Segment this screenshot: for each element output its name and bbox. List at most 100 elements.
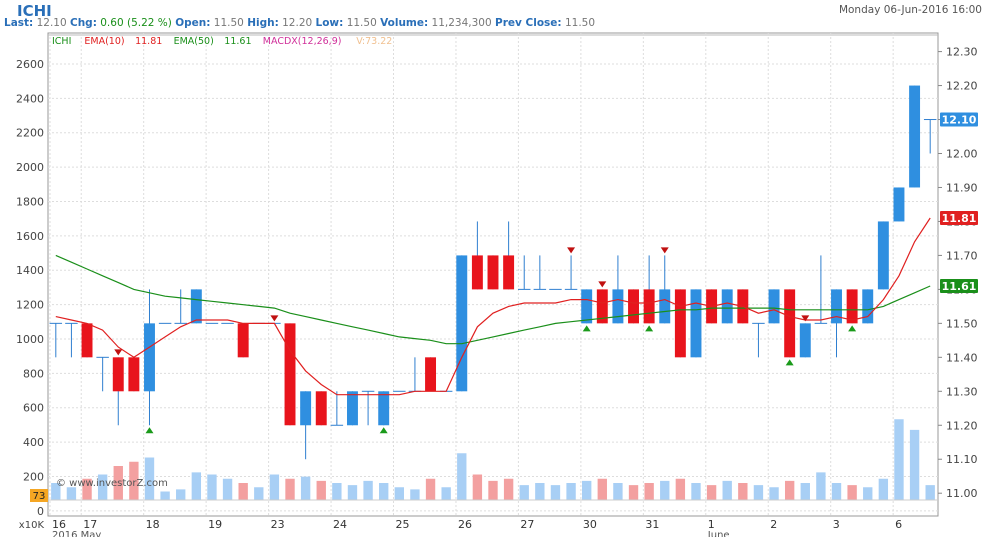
legend-item: 11.61 xyxy=(224,36,251,47)
volume-label: Volume: xyxy=(380,17,429,29)
price-bar xyxy=(503,255,515,290)
left-axis-tick-label: 2000 xyxy=(16,161,44,174)
legend-item: MACDX(12,26,9) xyxy=(263,36,342,47)
volume-bar xyxy=(472,474,483,500)
x-axis-tick-label: 19 xyxy=(208,518,222,531)
price-bar xyxy=(315,391,327,426)
volume-bar xyxy=(613,483,623,500)
x-axis-tick-label: 31 xyxy=(645,518,659,531)
volume-value: 11,234,300 xyxy=(431,17,492,29)
x-axis-tick-label: 25 xyxy=(396,518,410,531)
left-axis-tick-label: 2600 xyxy=(16,58,44,71)
sell-signal-marker xyxy=(270,315,279,322)
volume-bar xyxy=(410,489,420,500)
volume-bar xyxy=(535,483,545,500)
last-label: Last: xyxy=(4,17,34,29)
volume-bar xyxy=(660,480,670,500)
price-bar xyxy=(628,289,639,324)
volume-bar xyxy=(691,483,701,500)
price-bar xyxy=(596,289,608,324)
left-axis-tick-label: 1400 xyxy=(16,264,44,277)
price-label-text: 12.10 xyxy=(942,114,977,127)
right-axis-tick-label: 11.70 xyxy=(946,249,978,262)
right-axis-tick-label: 11.00 xyxy=(946,487,978,500)
volume-bar xyxy=(863,487,873,500)
volume-bar xyxy=(847,485,857,500)
price-bar xyxy=(378,391,390,426)
chart-datetime: Monday 06-Jun-2016 16:00 xyxy=(838,4,982,16)
volume-bar xyxy=(363,480,373,500)
price-bar xyxy=(112,357,124,392)
month-label: 2016 May xyxy=(52,530,101,537)
volume-bar xyxy=(566,483,576,500)
price-bar xyxy=(300,391,312,426)
price-bar xyxy=(237,323,249,358)
ema50-line xyxy=(55,254,931,345)
legend-item: EMA(50) xyxy=(174,36,214,47)
x-axis-tick-label: 1 xyxy=(708,518,715,531)
price-bar xyxy=(612,289,624,324)
price-bar xyxy=(893,187,905,222)
volume-unit-label: x10K xyxy=(19,520,45,531)
high-value: 12.20 xyxy=(282,17,313,29)
volume-bar xyxy=(644,483,654,500)
price-bar xyxy=(862,289,874,324)
x-axis-tick-label: 30 xyxy=(583,518,597,531)
x-axis-tick-label: 24 xyxy=(333,518,347,531)
chg-label: Chg: xyxy=(70,17,97,29)
price-bar xyxy=(831,289,842,324)
right-axis-tick-label: 11.50 xyxy=(946,317,978,330)
volume-bar xyxy=(191,472,202,500)
volume-bar xyxy=(66,487,77,500)
left-axis-tick-label: 1000 xyxy=(16,333,44,346)
low-value: 11.50 xyxy=(346,17,377,29)
volume-bar xyxy=(51,483,61,500)
volume-bar xyxy=(254,487,264,500)
buy-signal-marker xyxy=(582,325,591,332)
price-bar xyxy=(144,323,155,392)
left-axis-tick-label: 0 xyxy=(37,505,44,518)
price-bar xyxy=(799,323,811,358)
volume-bar xyxy=(82,478,92,500)
volume-bar xyxy=(675,478,686,500)
volume-bar xyxy=(925,485,935,500)
price-bar xyxy=(81,323,93,358)
legend-item: V:73.22 xyxy=(356,36,392,47)
right-axis-tick-label: 11.30 xyxy=(946,385,978,398)
sell-signal-marker xyxy=(660,247,669,254)
volume-bar xyxy=(160,491,170,500)
price-bar xyxy=(643,289,655,324)
price-bar xyxy=(784,289,796,358)
volume-marker-text: 73 xyxy=(33,491,46,502)
x-axis-tick-label: 3 xyxy=(833,518,840,531)
volume-bar xyxy=(769,487,779,500)
volume-bar xyxy=(176,489,186,500)
price-bar xyxy=(425,357,437,392)
x-axis-tick-label: 23 xyxy=(271,518,285,531)
price-label-box xyxy=(940,112,978,127)
legend-item: EMA(10) xyxy=(84,36,124,47)
buy-signal-marker xyxy=(145,427,154,434)
volume-bar xyxy=(909,429,920,500)
sell-signal-marker xyxy=(801,315,810,322)
volume-bar xyxy=(706,485,717,500)
buy-signal-marker xyxy=(379,427,388,434)
volume-bar xyxy=(738,483,748,500)
volume-bar xyxy=(269,474,280,500)
high-label: High: xyxy=(247,17,279,29)
price-label-box xyxy=(940,211,978,226)
price-bar xyxy=(659,289,671,324)
left-axis-tick-label: 200 xyxy=(23,470,44,483)
price-label-text: 11.61 xyxy=(942,280,977,293)
sell-signal-marker xyxy=(567,247,576,254)
volume-bar xyxy=(582,480,592,500)
price-bar xyxy=(768,289,780,324)
volume-bar xyxy=(519,485,529,500)
volume-bar xyxy=(816,472,826,500)
price-bar xyxy=(487,255,499,290)
volume-bar xyxy=(503,478,514,500)
quote-line: Last: 12.10 Chg: 0.60 (5.22 %) Open: 11.… xyxy=(4,17,595,29)
volume-bar xyxy=(800,483,810,500)
volume-bar xyxy=(207,474,217,500)
